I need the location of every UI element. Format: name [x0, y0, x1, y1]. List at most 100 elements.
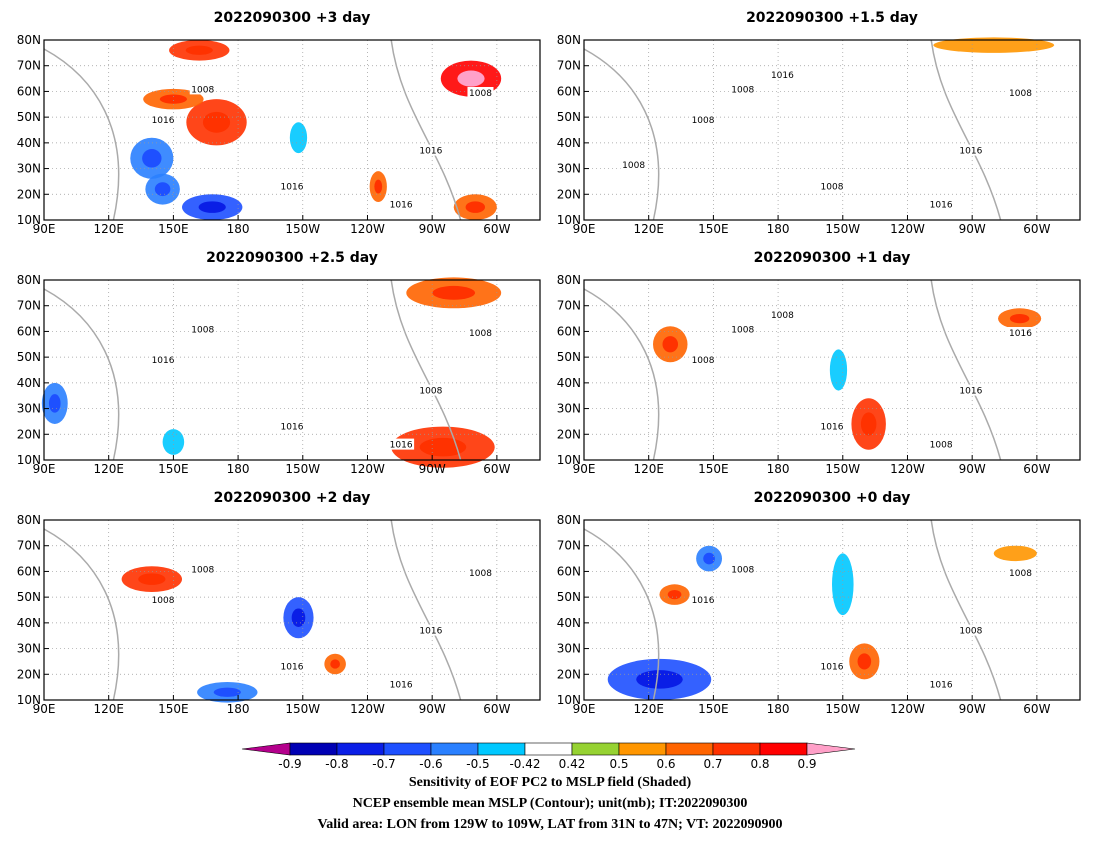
sensitivity-core: [198, 201, 226, 213]
x-tick-label: 90W: [959, 222, 986, 236]
y-tick-label: 10N: [557, 453, 581, 467]
contour-label-bg: [769, 69, 796, 80]
x-tick-label: 180: [767, 702, 790, 716]
contour-label-bg: [150, 594, 177, 605]
sensitivity-core: [185, 45, 213, 55]
contour-label-bg: [928, 198, 955, 210]
x-tick-label: 90E: [33, 462, 56, 476]
x-tick-label: 150W: [285, 222, 320, 236]
sensitivity-core: [860, 412, 877, 436]
panel-2: 2022090300 +1.5 day 1008 1008 1016 1008 1016 1…: [557, 10, 1081, 236]
colorbar-label: -0.5: [466, 757, 489, 771]
coastline: [390, 39, 462, 221]
panel-frame: [43, 39, 541, 221]
colorbar-segment: [618, 742, 667, 756]
colorbar-segment: [477, 742, 526, 756]
contour-label-bg: [150, 354, 177, 365]
x-tick-label: 120W: [350, 462, 385, 476]
contour-label: 1016: [930, 681, 953, 691]
contour-label: 1016: [959, 387, 982, 397]
colorbar-label: -0.6: [419, 757, 442, 771]
y-tick-label: 10N: [17, 693, 41, 707]
sensitivity-core: [457, 70, 485, 87]
contour-label-bg: [819, 420, 845, 432]
contour-label: 1008: [469, 329, 492, 339]
contour-label-bg: [690, 354, 717, 365]
sensitivity-core: [213, 687, 241, 697]
x-tick-label: 120E: [633, 462, 664, 476]
colorbar-label: 0.8: [750, 757, 769, 771]
y-tick-label: 20N: [17, 427, 41, 441]
colorbar-label: -0.42: [509, 757, 540, 771]
y-tick-label: 30N: [17, 162, 41, 176]
sensitivity-core: [374, 179, 383, 194]
contour-label-bg: [467, 567, 494, 578]
y-tick-label: 20N: [557, 187, 581, 201]
caption-line-3: Valid area: LON from 129W to 109W, LAT f…: [317, 817, 783, 832]
contour-label-bg: [279, 180, 305, 192]
sensitivity-core: [202, 111, 231, 133]
y-tick-label: 50N: [557, 110, 581, 124]
x-tick-label: 90E: [573, 702, 596, 716]
contour-label: 1016: [390, 201, 413, 211]
sensitivity-core: [703, 552, 715, 565]
sensitivity-core: [1009, 313, 1030, 324]
x-tick-label: 150W: [285, 462, 320, 476]
y-tick-label: 80N: [557, 33, 581, 47]
x-tick-label: 90W: [959, 462, 986, 476]
x-tick-label: 120W: [350, 222, 385, 236]
y-tick-label: 20N: [557, 667, 581, 681]
mslp-contour: [242, 369, 371, 411]
contour-label-bg: [417, 384, 444, 396]
contour-label-bg: [467, 327, 494, 338]
contour-label-bg: [690, 594, 717, 605]
contour-label: 1008: [821, 183, 844, 193]
mslp-contour: [69, 392, 125, 430]
panel-frame: [43, 519, 541, 701]
mslp-contour: [782, 371, 911, 413]
contour-label-bg: [467, 87, 494, 98]
contour-label-bg: [388, 438, 415, 450]
contour-label: 1008: [469, 89, 492, 99]
contour-label-bg: [189, 323, 216, 335]
x-tick-label: 150W: [285, 702, 320, 716]
y-tick-label: 80N: [17, 273, 41, 287]
contour-label-bg: [279, 660, 305, 672]
x-tick-label: 60W: [1023, 462, 1050, 476]
x-tick-label: 150E: [158, 462, 189, 476]
colorbar-label: -0.7: [372, 757, 395, 771]
contour-label: 1008: [1009, 569, 1032, 579]
y-tick-label: 30N: [557, 402, 581, 416]
sensitivity-core: [662, 336, 679, 353]
y-tick-label: 30N: [17, 402, 41, 416]
y-tick-label: 40N: [557, 376, 581, 390]
x-tick-label: 90E: [573, 462, 596, 476]
coastline: [43, 288, 120, 461]
coastline: [583, 288, 660, 461]
contour-label-bg: [417, 624, 444, 636]
y-tick-label: 60N: [557, 84, 581, 98]
sensitivity-core: [159, 94, 187, 104]
x-tick-label: 120W: [890, 702, 925, 716]
colorbar-label: -0.8: [325, 757, 348, 771]
contour-label-bg: [189, 563, 216, 575]
contour-label: 1008: [731, 85, 754, 95]
contour-label: 1016: [419, 627, 442, 637]
y-tick-label: 50N: [17, 110, 41, 124]
colorbar-segment: [336, 742, 385, 756]
y-tick-label: 70N: [557, 539, 581, 553]
contour-label-bg: [729, 83, 756, 95]
x-tick-label: 60W: [1023, 222, 1050, 236]
contour-label-bg: [189, 83, 216, 95]
sensitivity-core: [154, 182, 171, 197]
contour-label-bg: [928, 438, 955, 450]
contour-label: 1008: [731, 565, 754, 575]
panel-title: 2022090300 +1.5 day: [746, 10, 918, 26]
contour-label: 1016: [281, 423, 304, 433]
panel-title: 2022090300 +3 day: [214, 10, 371, 26]
contour-label-bg: [620, 159, 647, 170]
y-tick-label: 80N: [557, 513, 581, 527]
colorbar: -0.9 -0.8 -0.7 -0.6 -0.5 -0.42 0.42 0.5 0.6 0.7 0.…: [241, 742, 856, 771]
y-tick-label: 50N: [17, 590, 41, 604]
